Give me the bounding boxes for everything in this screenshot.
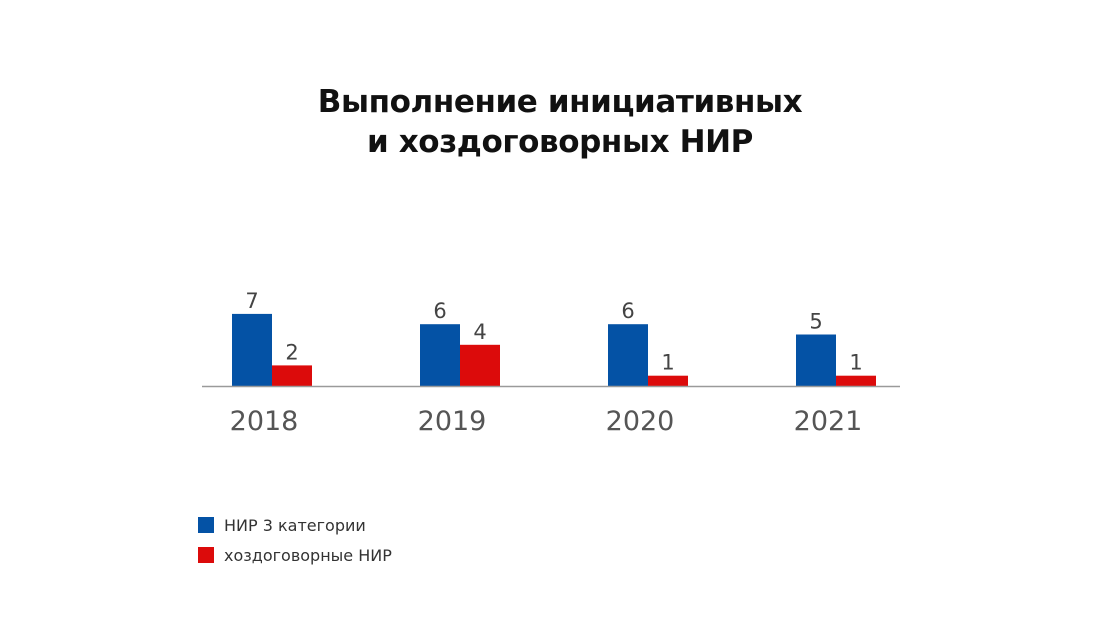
value-label-2020-series-1: 6 (621, 299, 634, 323)
legend-item-series-2: хоздоговорные НИР (198, 540, 392, 570)
legend-swatch-series-2 (198, 547, 214, 563)
value-label-2021-series-2: 1 (849, 351, 862, 375)
value-label-2019-series-2: 4 (473, 320, 486, 344)
value-label-2018-series-1: 7 (245, 289, 258, 313)
bar-2021-series-2 (836, 375, 876, 386)
chart-title-line-2: и хоздоговорных НИР (366, 124, 753, 160)
category-label-2021: 2021 (794, 406, 863, 437)
chart-title-line-1: Выполнение инициативных (317, 84, 803, 120)
legend-label-series-2: хоздоговорные НИР (224, 545, 392, 565)
legend-label-series-1: НИР 3 категории (224, 515, 366, 535)
bar-2018-series-1 (232, 313, 272, 386)
legend-swatch-series-1 (198, 517, 214, 533)
bar-2019-series-2 (460, 344, 500, 386)
legend: НИР 3 категории хоздоговорные НИР (198, 510, 392, 570)
value-label-2021-series-1: 5 (809, 310, 822, 334)
chart-title: Выполнение инициативных и хоздоговорных … (0, 82, 1120, 162)
value-label-2019-series-1: 6 (433, 299, 446, 323)
bar-2018-series-2 (272, 365, 312, 386)
bar-2020-series-1 (608, 324, 648, 386)
bar-2021-series-1 (796, 334, 836, 386)
value-label-2020-series-2: 1 (661, 351, 674, 375)
category-label-2019: 2019 (418, 406, 487, 437)
category-label-2020: 2020 (606, 406, 675, 437)
bar-2019-series-1 (420, 324, 460, 386)
bar-2020-series-2 (648, 375, 688, 386)
value-label-2018-series-2: 2 (285, 340, 298, 364)
legend-item-series-1: НИР 3 категории (198, 510, 392, 540)
category-label-2018: 2018 (230, 406, 299, 437)
